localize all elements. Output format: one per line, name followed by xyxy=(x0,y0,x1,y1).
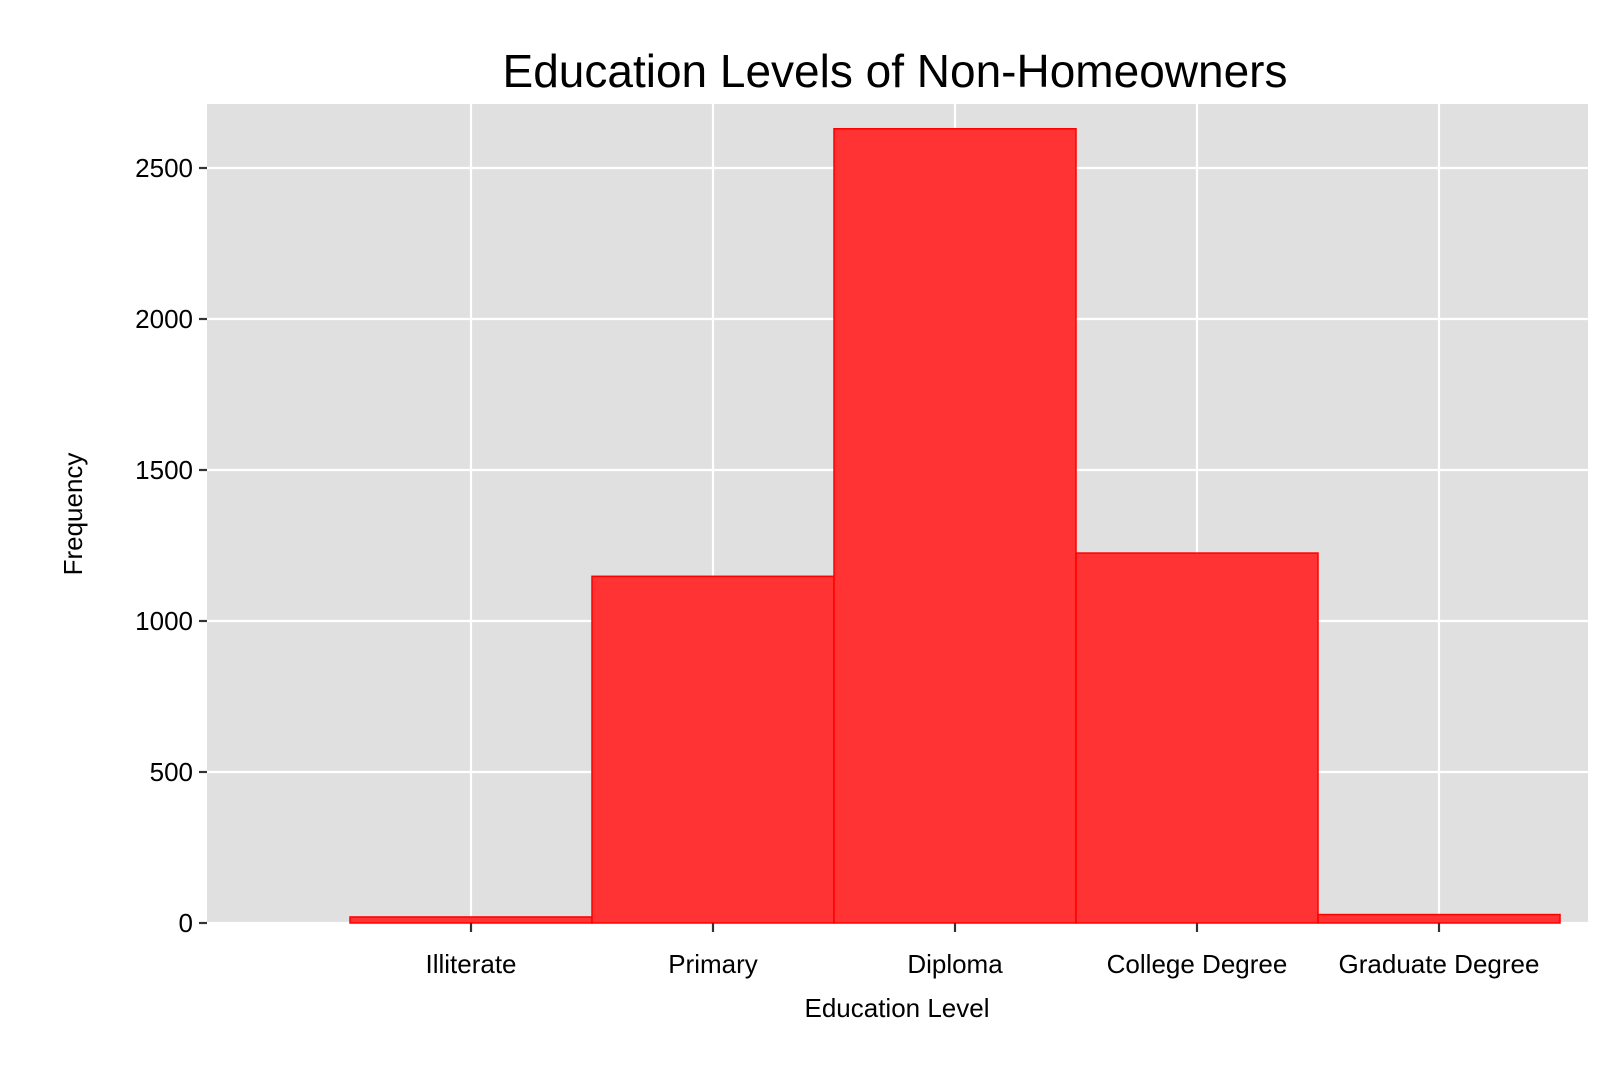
y-tick-label-5: 2500 xyxy=(135,153,193,183)
x-axis-title: Education Level xyxy=(804,993,989,1023)
y-tick-label-2: 1000 xyxy=(135,606,193,636)
y-tick-label-1: 500 xyxy=(150,757,193,787)
bar-illiterate xyxy=(349,916,593,924)
x-tick-label-2: Diploma xyxy=(907,949,1003,979)
y-tick-label-3: 1500 xyxy=(135,455,193,485)
y-tick-label-0: 0 xyxy=(179,908,193,938)
bar-graduate-degree xyxy=(1317,913,1561,924)
bar-college-degree xyxy=(1075,552,1319,924)
axes: 0 500 1000 1500 2000 2500 Illiterate Primary Dip… xyxy=(135,153,1539,979)
chart-title: Education Levels of Non-Homeowners xyxy=(503,45,1288,97)
bars xyxy=(349,127,1561,924)
y-tick-label-4: 2000 xyxy=(135,304,193,334)
bar-primary xyxy=(591,575,835,924)
bar-diploma xyxy=(833,127,1077,924)
y-axis-title: Frequency xyxy=(58,453,88,576)
x-tick-label-4: Graduate Degree xyxy=(1339,949,1540,979)
x-tick-label-3: College Degree xyxy=(1107,949,1288,979)
x-tick-label-0: Illiterate xyxy=(425,949,516,979)
x-tick-label-1: Primary xyxy=(668,949,758,979)
